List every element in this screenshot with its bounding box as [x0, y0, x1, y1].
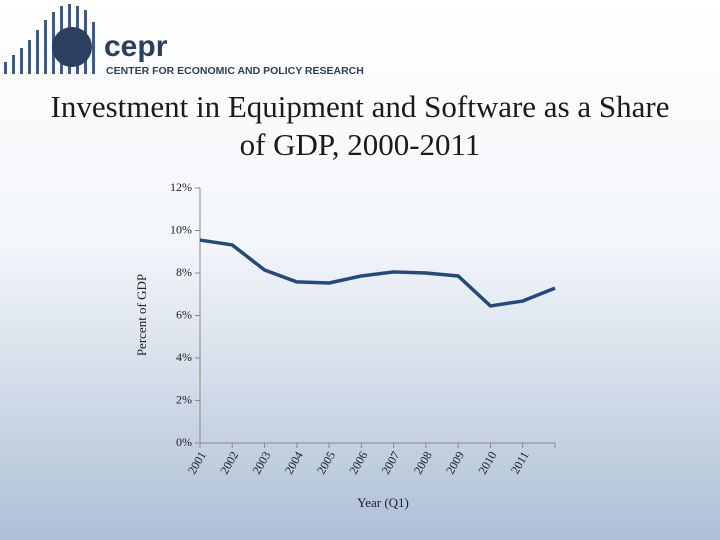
y-tick-label: 6% — [176, 307, 192, 321]
y-tick-label: 2% — [176, 392, 192, 406]
logo-name: cepr — [104, 30, 168, 63]
logo-globe — [52, 27, 92, 67]
data-line — [199, 238, 556, 308]
y-tick-label: 12% — [170, 180, 192, 194]
y-axis-label: Percent of GDP — [134, 274, 149, 356]
y-tick-label: 8% — [176, 265, 192, 279]
y-tick-label: 0% — [176, 435, 192, 449]
y-tick-label: 10% — [170, 222, 192, 236]
chart-title: Investment in Equipment and Software as … — [50, 89, 670, 162]
logo-tagline: CENTER FOR ECONOMIC AND POLICY RESEARCH — [106, 65, 364, 77]
y-tick-label: 4% — [176, 350, 192, 364]
x-axis-label: Year (Q1) — [357, 495, 409, 510]
